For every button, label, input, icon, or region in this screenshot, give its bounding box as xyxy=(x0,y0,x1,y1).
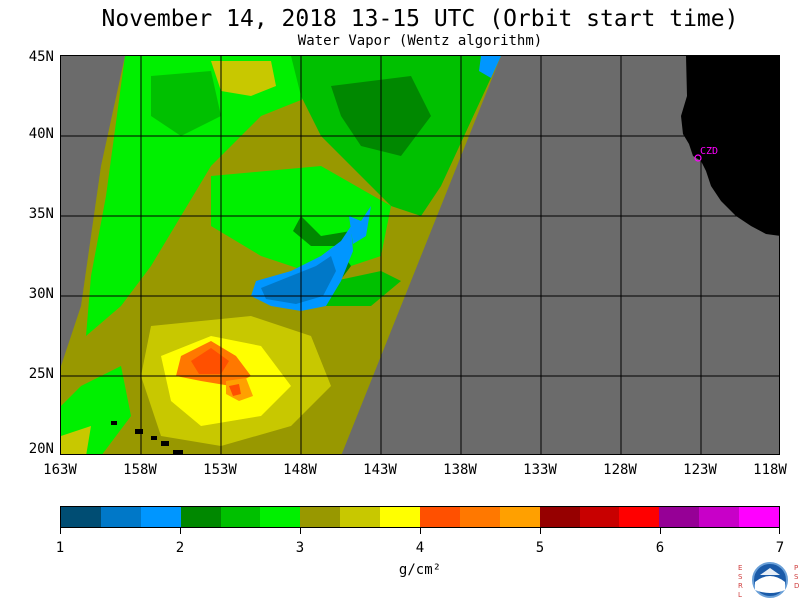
colorbar-swatch xyxy=(260,507,301,527)
latitude-label: 25N xyxy=(28,366,54,382)
colorbar-swatch xyxy=(579,507,620,527)
colorbar-swatch xyxy=(619,507,660,527)
colorbar-swatch xyxy=(180,507,221,527)
latitude-label: 30N xyxy=(28,286,54,302)
colorbar-swatch xyxy=(140,507,181,527)
colorbar-swatch xyxy=(499,507,540,527)
map-title: November 14, 2018 13-15 UTC (Orbit start… xyxy=(101,6,739,32)
colorbar-swatch xyxy=(340,507,381,527)
colorbar xyxy=(60,506,780,528)
colorbar-label: 1 xyxy=(55,540,65,556)
colorbar-swatch xyxy=(420,507,460,527)
latitude-label: 40N xyxy=(28,126,54,142)
colorbar-swatch xyxy=(459,507,500,527)
water-vapor-map xyxy=(60,55,780,455)
colorbar-tick xyxy=(300,528,301,534)
latitude-label: 20N xyxy=(28,441,54,457)
colorbar-tick xyxy=(660,528,661,534)
colorbar-swatch xyxy=(739,507,780,527)
colorbar-swatch xyxy=(61,507,101,527)
longitude-label: 133W xyxy=(523,462,557,478)
colorbar-tick xyxy=(180,528,181,534)
colorbar-swatch xyxy=(300,507,341,527)
colorbar-swatch xyxy=(220,507,261,527)
colorbar-swatch xyxy=(100,507,141,527)
colorbar-tick xyxy=(60,528,61,534)
lat-lon-grid xyxy=(61,56,779,454)
longitude-label: 138W xyxy=(443,462,477,478)
colorbar-tick xyxy=(540,528,541,534)
latitude-label: 45N xyxy=(28,49,54,65)
colorbar-swatch xyxy=(699,507,740,527)
map-subtitle: Water Vapor (Wentz algorithm) xyxy=(297,33,543,49)
map-canvas xyxy=(61,56,779,454)
station-marker xyxy=(694,154,702,162)
station-label: CZD xyxy=(700,146,719,157)
colorbar-label: 2 xyxy=(175,540,185,556)
latitude-label: 35N xyxy=(28,206,54,222)
colorbar-label: 3 xyxy=(295,540,305,556)
colorbar-label: 4 xyxy=(415,540,425,556)
longitude-label: 123W xyxy=(683,462,717,478)
land-mass xyxy=(681,56,779,236)
longitude-label: 128W xyxy=(603,462,637,478)
colorbar-swatch xyxy=(659,507,700,527)
data-swath xyxy=(61,56,501,454)
longitude-label: 143W xyxy=(363,462,397,478)
longitude-label: 158W xyxy=(123,462,157,478)
longitude-label: 153W xyxy=(203,462,237,478)
colorbar-label: 6 xyxy=(655,540,665,556)
colorbar-tick xyxy=(420,528,421,534)
longitude-label: 148W xyxy=(283,462,317,478)
longitude-label: 118W xyxy=(753,462,787,478)
colorbar-swatch xyxy=(380,507,421,527)
noaa-emblem xyxy=(752,562,788,598)
longitude-label: 163W xyxy=(43,462,77,478)
colorbar-label: 5 xyxy=(535,540,545,556)
hawaii-islands xyxy=(111,421,183,454)
colorbar-units: g/cm² xyxy=(398,562,442,578)
colorbar-tick xyxy=(779,528,780,534)
colorbar-swatch xyxy=(539,507,580,527)
colorbar-label: 7 xyxy=(775,540,785,556)
